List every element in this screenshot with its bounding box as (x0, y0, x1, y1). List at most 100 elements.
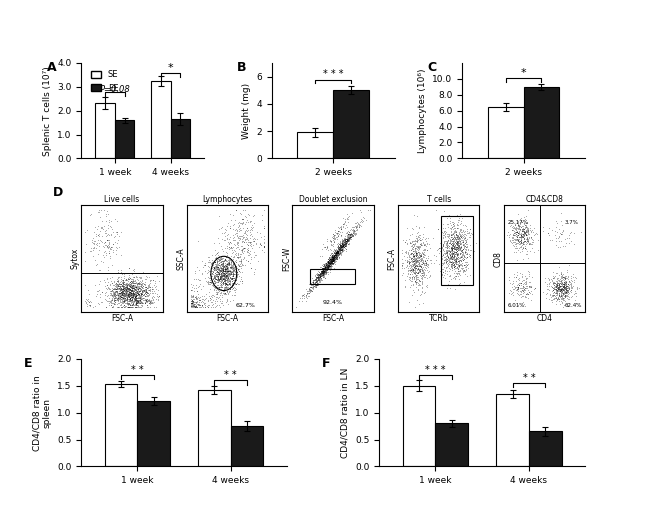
Point (218, 264, 228, 272)
Point (120, 285, 131, 293)
Point (116, 285, 127, 293)
Point (558, 285, 568, 293)
Point (428, 234, 439, 243)
Point (99, 276, 109, 284)
Point (224, 233, 235, 242)
Point (102, 244, 112, 252)
Point (320, 262, 330, 270)
Point (419, 272, 429, 281)
Point (513, 225, 523, 234)
Point (93, 231, 103, 239)
Point (217, 262, 228, 270)
Point (326, 261, 336, 270)
Point (319, 268, 330, 277)
Point (425, 244, 436, 252)
Point (323, 258, 333, 266)
Point (512, 219, 523, 227)
Point (117, 282, 127, 291)
Point (128, 287, 138, 295)
Point (124, 291, 134, 300)
Point (515, 231, 526, 239)
Point (555, 286, 566, 294)
Point (441, 251, 452, 259)
Point (402, 257, 412, 266)
Point (121, 278, 131, 287)
Point (145, 289, 155, 298)
Point (410, 240, 420, 248)
Point (445, 255, 456, 263)
Point (104, 301, 114, 309)
Point (328, 253, 339, 261)
Point (209, 280, 219, 289)
Point (417, 250, 428, 258)
Point (513, 222, 523, 230)
Point (109, 296, 120, 304)
Point (326, 249, 336, 257)
Point (203, 256, 214, 265)
Point (549, 285, 559, 293)
Point (328, 253, 338, 261)
Point (217, 222, 228, 231)
Point (458, 221, 468, 230)
Point (219, 271, 229, 279)
Point (418, 267, 428, 275)
Point (318, 271, 329, 279)
Point (443, 247, 454, 256)
Point (211, 259, 222, 268)
Point (135, 290, 146, 299)
Point (250, 264, 260, 272)
Point (107, 279, 118, 287)
Point (114, 295, 125, 303)
Point (144, 290, 154, 298)
Point (413, 248, 423, 257)
Point (101, 207, 112, 215)
Point (343, 235, 354, 244)
Point (526, 233, 536, 241)
Point (344, 236, 355, 244)
Point (519, 227, 530, 236)
Point (438, 242, 448, 250)
Point (320, 266, 330, 275)
Point (324, 258, 334, 267)
Point (341, 236, 352, 244)
Point (336, 246, 346, 254)
Point (449, 247, 460, 255)
Point (406, 257, 416, 265)
Point (229, 240, 239, 248)
Point (452, 269, 463, 277)
Point (338, 246, 348, 254)
Point (323, 263, 333, 271)
Point (248, 247, 259, 256)
Point (558, 275, 568, 283)
Point (131, 288, 142, 297)
Point (326, 253, 336, 261)
Point (242, 247, 252, 256)
Point (233, 241, 243, 249)
Point (112, 294, 123, 302)
Point (519, 232, 529, 240)
Point (326, 246, 336, 254)
Point (229, 236, 240, 244)
Point (443, 259, 454, 268)
Point (218, 259, 229, 267)
Point (318, 272, 328, 281)
Point (124, 264, 135, 272)
Point (115, 282, 125, 290)
Point (410, 264, 420, 272)
Point (122, 290, 132, 299)
Point (326, 257, 336, 266)
Point (187, 299, 197, 307)
Point (131, 295, 141, 303)
Point (220, 275, 231, 283)
Point (510, 244, 520, 253)
Point (417, 264, 427, 272)
Point (451, 231, 462, 239)
Point (133, 279, 144, 288)
Point (443, 249, 454, 258)
Point (195, 296, 205, 304)
Point (445, 244, 456, 253)
Point (131, 283, 141, 291)
Point (235, 234, 245, 242)
Point (132, 282, 142, 291)
Point (203, 258, 213, 266)
